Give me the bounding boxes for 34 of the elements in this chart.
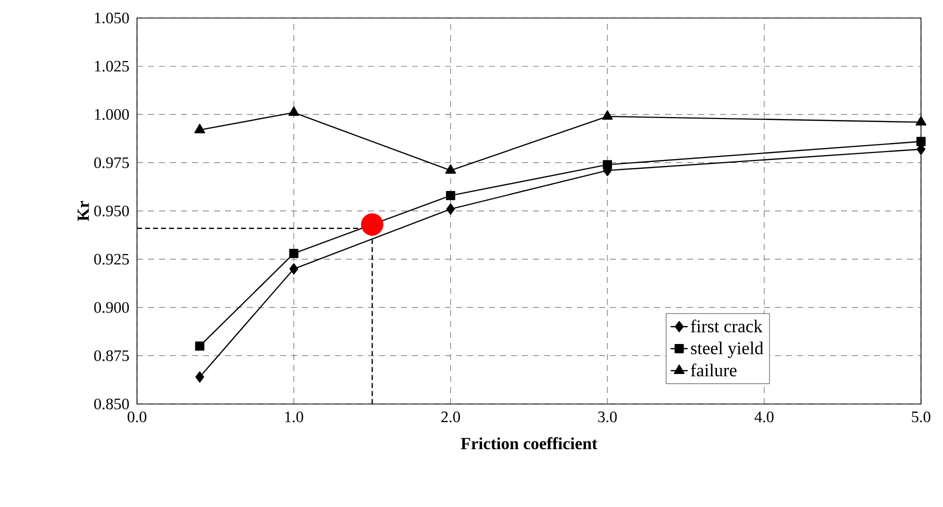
- x-tick-label: 4.0: [754, 412, 774, 422]
- point: [446, 203, 455, 215]
- y-tick-label: 0.850: [94, 398, 129, 410]
- point: [288, 106, 300, 116]
- point: [602, 110, 613, 120]
- x-tick-label: 5.0: [912, 412, 930, 422]
- x-tick-label: 2.0: [441, 412, 460, 422]
- point: [602, 160, 612, 170]
- point: [195, 341, 204, 351]
- point: [194, 124, 206, 134]
- y-tick-label: 0.950: [94, 206, 129, 216]
- point: [289, 248, 298, 258]
- legend-label: failure: [690, 364, 736, 376]
- x-axis-title: Friction coefficient: [460, 437, 598, 450]
- x-tick-label: 1.0: [285, 412, 304, 422]
- y-tick-label: 1.000: [95, 109, 129, 120]
- y-axis-title: Kr: [78, 201, 89, 222]
- point: [445, 164, 456, 174]
- point: [289, 263, 298, 274]
- y-tick-label: 1.050: [95, 12, 129, 24]
- legend-label: first crack: [690, 320, 762, 332]
- x-tick-label: 0.0: [128, 412, 146, 422]
- y-tick-label: 0.925: [94, 254, 129, 265]
- point: [361, 213, 384, 236]
- y-tick-label: 1.025: [95, 60, 129, 72]
- point: [446, 190, 456, 200]
- point: [195, 371, 204, 383]
- y-tick-label: 0.975: [94, 157, 129, 168]
- x-tick-label: 3.0: [598, 412, 617, 422]
- point: [916, 116, 926, 126]
- y-tick-label: 0.875: [94, 350, 129, 362]
- legend-label: steel yield: [691, 342, 764, 358]
- y-tick-label: 0.900: [94, 302, 129, 313]
- point: [916, 136, 926, 146]
